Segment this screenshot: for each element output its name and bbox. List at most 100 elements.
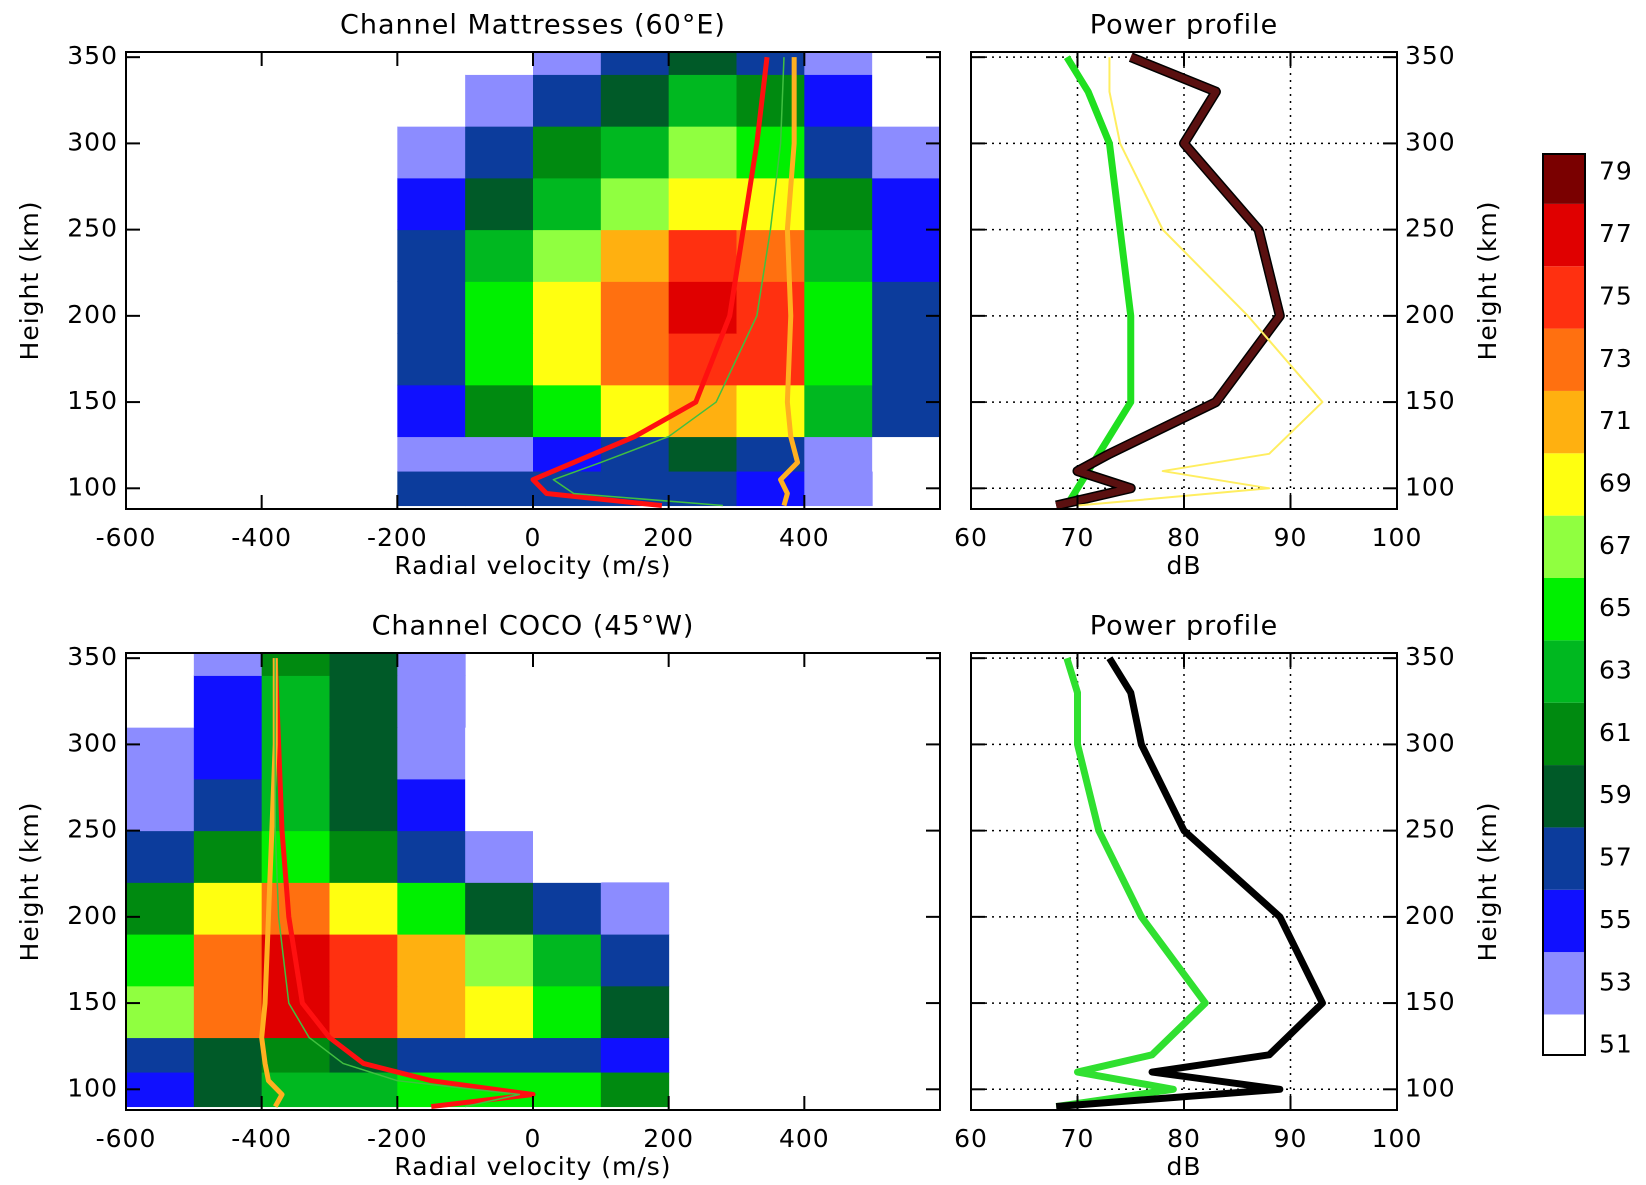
heat-cell [397, 830, 466, 883]
x-axis-label: dB [1166, 551, 1201, 580]
heat-cell [533, 126, 602, 179]
y-tick-label: 200 [67, 300, 118, 329]
heat-cell [872, 74, 940, 127]
heat-cell [397, 1072, 466, 1108]
y-axis-label: Height (km) [1473, 201, 1502, 361]
heat-cell [397, 471, 466, 507]
x-tick-label: 90 [1274, 1124, 1308, 1153]
colorbar-tick-label: 79 [1599, 157, 1633, 186]
heat-cell [193, 778, 263, 832]
heat-cell [804, 384, 873, 438]
heat-cell [533, 882, 602, 935]
heat-cell [397, 1037, 466, 1073]
heat-cell [465, 471, 534, 507]
heat-cell [736, 333, 805, 386]
colorbar-band [1543, 203, 1585, 267]
heat-cell [329, 653, 398, 676]
plot-area [971, 653, 1397, 1110]
heat-cell [465, 934, 534, 987]
velocity-line [272, 658, 536, 1110]
heat-cell [736, 384, 805, 438]
heat-cell [872, 436, 940, 472]
heat-cell [193, 653, 263, 676]
heat-cell [465, 778, 534, 832]
colorbar-band [1543, 390, 1585, 454]
heat-cell [465, 281, 534, 334]
x-tick-label: 60 [954, 1124, 988, 1153]
velocity-line [552, 57, 785, 507]
heat-cell [872, 177, 940, 231]
profile-line [1055, 53, 1284, 509]
plot-area [397, 52, 940, 509]
colorbar-band [1543, 889, 1585, 953]
heat-cell [736, 281, 805, 334]
x-tick-label: 80 [1167, 1124, 1201, 1153]
y-tick-label: 100 [1405, 1073, 1456, 1102]
heat-cell [193, 882, 263, 935]
heat-cell [126, 1037, 195, 1073]
y-tick-label: 250 [67, 214, 118, 243]
heat-cell [600, 126, 670, 179]
y-tick-label: 250 [67, 815, 118, 844]
colorbar-tick-label: 65 [1599, 593, 1633, 622]
heat-cell [533, 985, 602, 1039]
colorbar-tick-label: 63 [1599, 656, 1633, 685]
heat-cell [668, 436, 737, 472]
heat-cell [600, 333, 670, 386]
heat-cell [804, 436, 873, 472]
plot-area [971, 52, 1397, 509]
heat-cell [804, 471, 873, 507]
colorbar-band [1543, 453, 1585, 516]
colorbar-band [1543, 328, 1585, 391]
colorbar-band [1543, 952, 1585, 1015]
heat-cell [126, 830, 195, 883]
colorbar-band [1543, 765, 1585, 828]
heat-cell [600, 177, 670, 231]
heat-cell [193, 934, 263, 987]
heat-cell [261, 1037, 330, 1073]
colorbar-tick-label: 61 [1599, 718, 1633, 747]
x-tick-label: -200 [367, 523, 428, 552]
colorbar-band [1543, 827, 1585, 890]
heat-cell [600, 1037, 670, 1073]
heat-cell [668, 52, 737, 75]
heat-cell [329, 882, 398, 935]
y-tick-label: 250 [1405, 815, 1456, 844]
profile-line [1063, 55, 1135, 508]
heat-cell [600, 436, 670, 472]
colorbar-tick-label: 51 [1599, 1030, 1633, 1059]
heat-cell [397, 177, 466, 231]
colorbar-tick-label: 69 [1599, 468, 1633, 497]
x-tick-label: -600 [96, 1124, 157, 1153]
chart-title: Power profile [1090, 10, 1279, 41]
heat-cell [600, 281, 670, 334]
heat-cell [465, 882, 534, 935]
y-tick-label: 200 [67, 901, 118, 930]
velocity-line [259, 658, 285, 1108]
x-axis-label: Radial velocity (m/s) [394, 1152, 671, 1181]
colorbar-band [1543, 515, 1585, 578]
y-tick-label: 150 [67, 987, 118, 1016]
heat-cell [397, 882, 466, 935]
y-tick-label: 300 [67, 127, 118, 156]
colorbar-frame [1542, 153, 1586, 1056]
y-tick-label: 300 [1405, 728, 1456, 757]
x-tick-label: -400 [231, 523, 292, 552]
heat-cell [804, 281, 873, 334]
heat-cell [533, 74, 602, 127]
heat-cell [397, 934, 466, 987]
y-tick-label: 350 [67, 642, 118, 671]
heat-cell [600, 52, 670, 75]
heat-cell [126, 882, 195, 935]
profile-line [1055, 657, 1209, 1110]
velocity-line [530, 56, 770, 509]
heat-cell [804, 126, 873, 179]
profile-line [1077, 57, 1324, 507]
heat-cell [872, 126, 940, 179]
x-tick-label: 400 [779, 523, 830, 552]
heat-cell [533, 934, 602, 987]
heat-cell [261, 675, 330, 728]
x-tick-label: 0 [525, 1124, 542, 1153]
x-tick-label: 100 [1372, 1124, 1423, 1153]
heat-cell [261, 1072, 330, 1108]
